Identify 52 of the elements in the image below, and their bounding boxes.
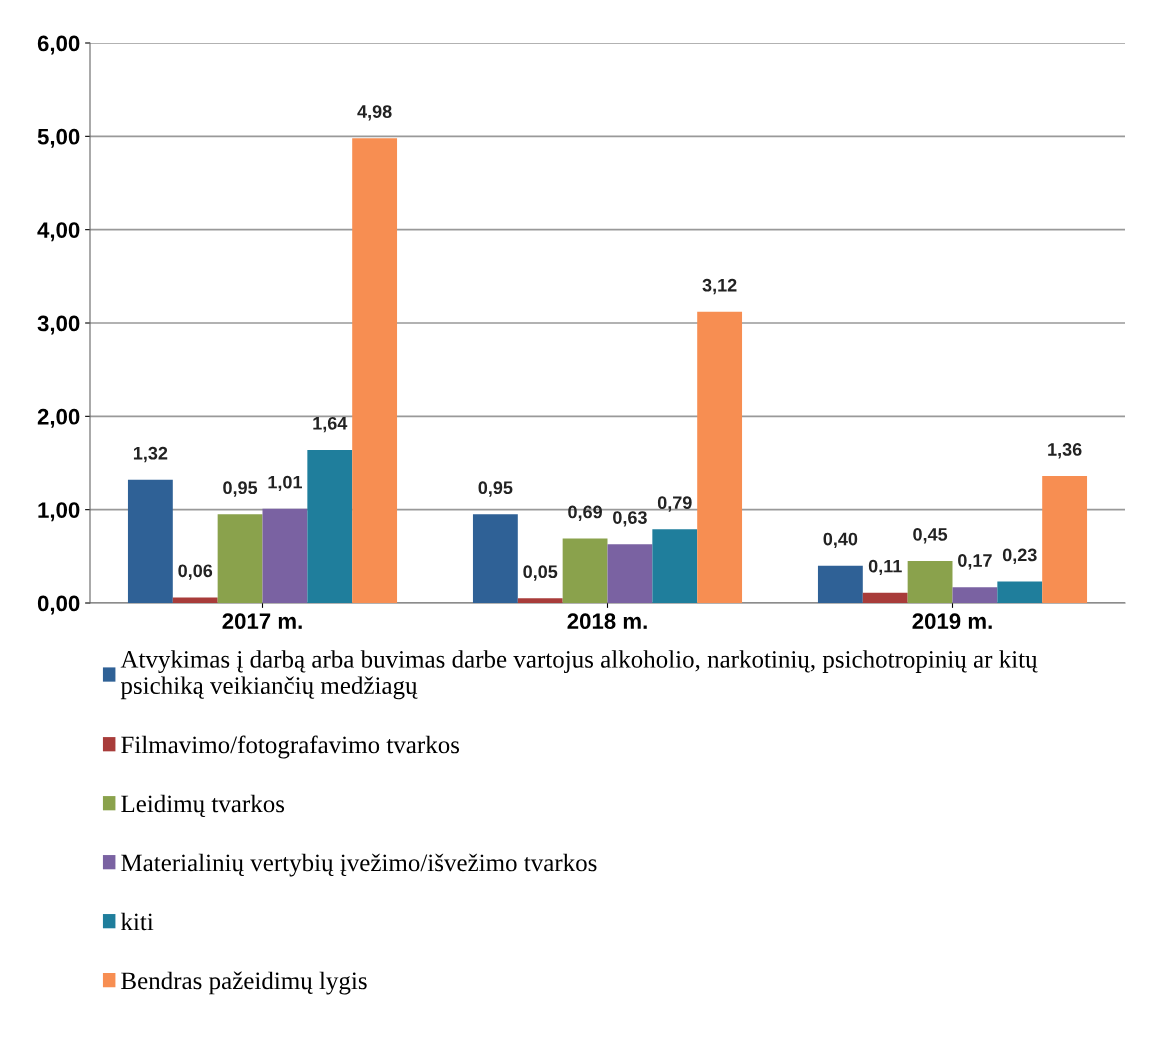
data-label: 0,40 bbox=[823, 532, 858, 549]
data-label: 0,69 bbox=[568, 505, 602, 521]
bar bbox=[562, 538, 608, 603]
bar bbox=[907, 561, 953, 603]
y-tick-label: 5,00 bbox=[37, 128, 80, 148]
y-tick-label: 2,00 bbox=[37, 408, 80, 428]
bar bbox=[652, 529, 698, 603]
y-tick-label: 4,00 bbox=[37, 222, 80, 242]
data-label: 0,79 bbox=[657, 496, 692, 512]
legend-label: kiti bbox=[120, 912, 154, 931]
data-label: 0,23 bbox=[1002, 548, 1037, 564]
y-tick-label: 3,00 bbox=[37, 315, 80, 335]
data-label: 0,06 bbox=[178, 564, 213, 580]
bar bbox=[607, 544, 653, 603]
bar bbox=[997, 581, 1043, 603]
data-label: 0,45 bbox=[913, 527, 948, 544]
legend-label: Materialinių vertybių įvežimo/išvežimo tvarkos bbox=[121, 853, 597, 877]
bar bbox=[697, 311, 743, 603]
bar bbox=[1042, 476, 1088, 603]
bar bbox=[472, 514, 518, 603]
y-tick-label: 6,00 bbox=[37, 35, 80, 55]
y-tick-label: 1,00 bbox=[38, 502, 80, 522]
data-label: 1,01 bbox=[268, 475, 302, 492]
data-label: 1,64 bbox=[313, 416, 348, 433]
x-tick-label: 2018 m. bbox=[567, 613, 647, 630]
data-label: 0,63 bbox=[613, 511, 647, 527]
bar bbox=[952, 587, 998, 603]
data-label: 0,05 bbox=[523, 565, 558, 581]
y-tick-label: 0,00 bbox=[37, 595, 80, 615]
data-label: 4,98 bbox=[357, 105, 392, 121]
legend-label: Atvykimas į darbą arba buvimas darbe vartojus alkoholio, narkotinių, psichotropinių ar kitų psichiką veikiančių medžiagų bbox=[120, 650, 1038, 700]
x-tick-label: 2019 m. bbox=[912, 613, 992, 630]
bar bbox=[262, 508, 308, 603]
legend-label: Leidimų tvarkos bbox=[121, 794, 285, 817]
bar bbox=[817, 565, 863, 603]
bar bbox=[517, 598, 563, 603]
bar bbox=[127, 479, 173, 603]
legend-label: Filmavimo/fotografavimo tvarkos bbox=[121, 735, 460, 759]
data-label: 0,17 bbox=[958, 554, 992, 570]
data-label: 0,11 bbox=[868, 559, 902, 576]
bar bbox=[307, 449, 353, 603]
data-label: 0,95 bbox=[223, 481, 258, 497]
data-label: 0,95 bbox=[478, 481, 513, 497]
legend-label: Bendras pažeidimų lygis bbox=[121, 971, 367, 995]
bar bbox=[352, 138, 398, 603]
data-label: 1,36 bbox=[1048, 443, 1082, 459]
data-label: 1,32 bbox=[133, 446, 168, 463]
x-tick-label: 2017 m. bbox=[222, 613, 302, 630]
bar bbox=[172, 597, 218, 603]
data-label: 3,12 bbox=[702, 278, 737, 295]
bar bbox=[862, 592, 908, 603]
bar bbox=[217, 514, 263, 603]
